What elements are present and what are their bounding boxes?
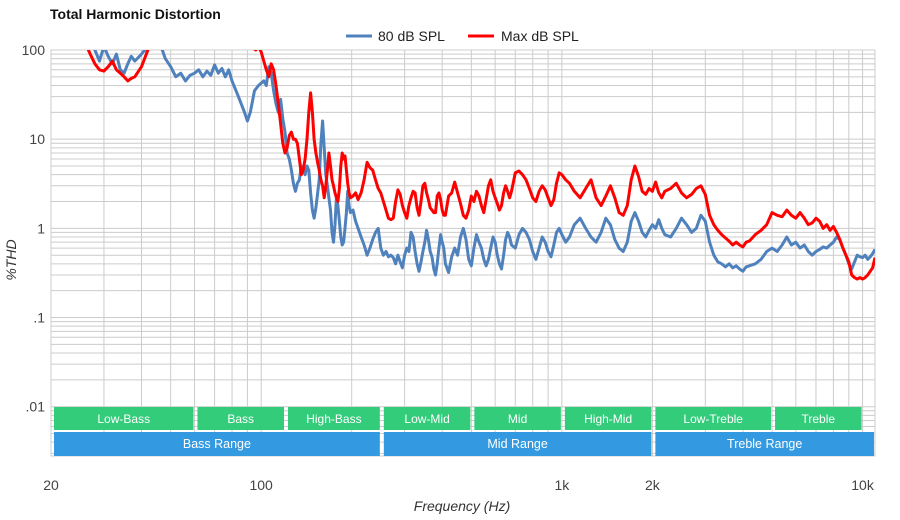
range-label: Mid Range [487,437,547,451]
band-high-bass [287,407,380,430]
range-label: Treble Range [727,437,802,451]
band-mid [474,407,561,430]
x-tick-label: 10k [851,477,875,493]
plot-frame [50,49,876,457]
y-axis-label: %THD [3,239,19,280]
band-label: Bass [227,412,254,426]
legend-label-80db: 80 dB SPL [378,28,445,44]
chart-title: Total Harmonic Distortion [50,6,221,22]
band-label: Low-Treble [683,412,743,426]
band-label: High-Mid [584,412,632,426]
y-tick-label: .01 [26,399,46,415]
band-low-treble [655,407,772,430]
x-tick-label: 1k [554,477,570,493]
y-tick-label: 10 [29,131,45,147]
x-axis-ticks: 20 100 1k 2k 10k [43,477,875,493]
x-tick-label: 20 [43,477,59,493]
band-label: Treble [802,412,836,426]
band-high-mid [564,407,652,430]
band-label: Low-Bass [97,412,150,426]
range-treble-range [655,432,874,456]
grid [50,49,876,457]
band-label: Mid [508,412,527,426]
range-bass-range [54,432,380,456]
range-label: Bass Range [183,437,251,451]
band-low-bass [54,407,194,430]
band-treble [775,407,862,430]
x-tick-label: 2k [645,477,661,493]
band-label: High-Bass [306,412,361,426]
x-axis-label: Frequency (Hz) [414,498,510,514]
series-line-max-db-spl [86,50,875,281]
band-low-mid [383,407,471,430]
legend: 80 dB SPL Max dB SPL [346,28,579,44]
y-axis-ticks: 100 10 1 .1 .01 [22,42,46,415]
band-bass [197,407,284,430]
legend-label-max: Max dB SPL [501,28,579,44]
frequency-bands: Low-Bass Bass High-Bass Low-Mid Mid High-Mid L… [54,407,874,456]
series-lines [86,50,875,281]
x-tick-label: 100 [249,477,273,493]
series-line-80db-spl [93,50,875,277]
y-tick-label: .1 [33,310,45,326]
band-label: Low-Mid [404,412,449,426]
y-tick-label: 1 [37,220,45,236]
y-tick-label: 100 [22,42,46,58]
range-mid-range [383,432,652,456]
